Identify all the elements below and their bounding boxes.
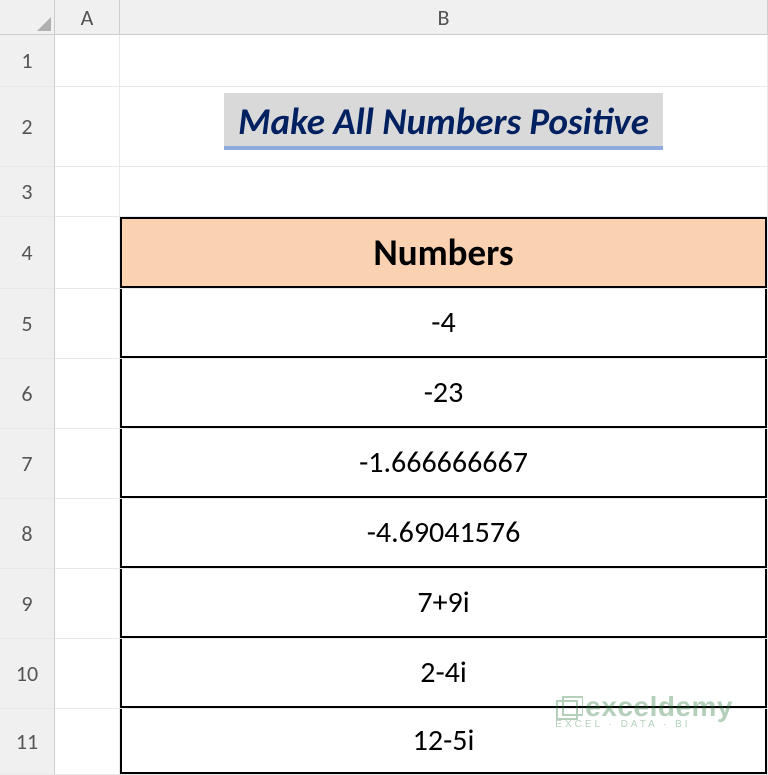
page-title: Make All Numbers Positive: [224, 93, 663, 150]
cell-A1[interactable]: [55, 35, 120, 87]
column-header-B[interactable]: B: [120, 0, 768, 35]
row-header-11[interactable]: 11: [0, 709, 55, 775]
row-header-10[interactable]: 10: [0, 639, 55, 709]
cell-B2[interactable]: Make All Numbers Positive: [120, 87, 768, 167]
row-header-1[interactable]: 1: [0, 35, 55, 87]
row-header-6[interactable]: 6: [0, 359, 55, 429]
spreadsheet-grid: A B 1 2 Make All Numbers Positive 3 4 Nu…: [0, 0, 768, 775]
watermark: exceldemy EXCEL · DATA · BI: [555, 691, 733, 730]
cell-B7[interactable]: -1.666666667: [120, 429, 768, 499]
watermark-text: exceldemy: [585, 691, 733, 722]
cell-B8[interactable]: -4.69041576: [120, 499, 768, 569]
cell-B1[interactable]: [120, 35, 768, 87]
table-row: -23: [120, 359, 767, 428]
cell-A6[interactable]: [55, 359, 120, 429]
row-header-7[interactable]: 7: [0, 429, 55, 499]
table-header: Numbers: [120, 217, 767, 288]
select-all-corner[interactable]: [0, 0, 55, 35]
cell-A3[interactable]: [55, 167, 120, 217]
cell-A10[interactable]: [55, 639, 120, 709]
row-header-9[interactable]: 9: [0, 569, 55, 639]
table-row: -4.69041576: [120, 499, 767, 568]
cell-A5[interactable]: [55, 289, 120, 359]
row-header-2[interactable]: 2: [0, 87, 55, 167]
row-header-3[interactable]: 3: [0, 167, 55, 217]
table-row: 7+9i: [120, 569, 767, 638]
cell-B9[interactable]: 7+9i: [120, 569, 768, 639]
cell-A7[interactable]: [55, 429, 120, 499]
cell-A9[interactable]: [55, 569, 120, 639]
row-header-8[interactable]: 8: [0, 499, 55, 569]
select-all-icon: [37, 17, 51, 31]
cell-A11[interactable]: [55, 709, 120, 775]
cell-B4[interactable]: Numbers: [120, 217, 768, 289]
row-header-5[interactable]: 5: [0, 289, 55, 359]
table-row: -4: [120, 289, 767, 358]
row-header-4[interactable]: 4: [0, 217, 55, 289]
cell-B5[interactable]: -4: [120, 289, 768, 359]
cell-B3[interactable]: [120, 167, 768, 217]
cell-A4[interactable]: [55, 217, 120, 289]
cell-B6[interactable]: -23: [120, 359, 768, 429]
table-row: -1.666666667: [120, 429, 767, 498]
cell-A2[interactable]: [55, 87, 120, 167]
cell-A8[interactable]: [55, 499, 120, 569]
column-header-A[interactable]: A: [55, 0, 120, 35]
